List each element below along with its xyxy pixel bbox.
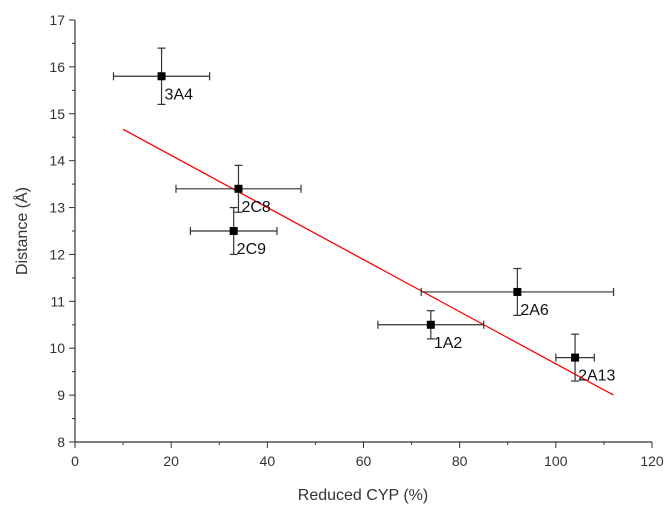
data-point <box>571 353 580 362</box>
data-point-label: 3A4 <box>165 86 194 103</box>
data-point-label: 1A2 <box>434 335 463 352</box>
x-tick-label: 0 <box>71 453 79 469</box>
data-point-label: 2A13 <box>578 368 615 385</box>
y-tick-label: 15 <box>49 106 65 122</box>
y-tick-label: 16 <box>49 59 65 75</box>
x-tick-label: 80 <box>452 453 468 469</box>
data-point-label: 2C9 <box>237 241 266 258</box>
y-tick-label: 11 <box>50 293 65 309</box>
y-tick-label: 10 <box>49 340 65 356</box>
x-tick-label: 120 <box>640 453 664 469</box>
y-axis-title: Distance (Å) <box>12 187 31 275</box>
y-tick-label: 8 <box>57 434 65 450</box>
x-tick-label: 20 <box>163 453 179 469</box>
plot-area: 0 20 40 60 80 100 120 8 9 10 11 12 13 14 15 16 17 3A4 2C8 2… <box>49 12 663 469</box>
data-point <box>513 287 522 296</box>
y-tick-label: 14 <box>49 153 65 169</box>
fit-line <box>122 128 614 396</box>
data-point <box>157 72 166 81</box>
data-point-label: 2C8 <box>241 199 270 216</box>
data-point <box>229 227 238 235</box>
x-tick-label: 60 <box>356 453 372 469</box>
y-tick-label: 13 <box>49 200 65 216</box>
data-point <box>426 320 435 329</box>
data-point <box>234 184 243 193</box>
x-axis-title: Reduced CYP (%) <box>298 487 428 504</box>
y-tick-label: 12 <box>49 246 65 262</box>
x-tick-label: 100 <box>544 453 568 469</box>
y-tick-label: 17 <box>49 12 65 28</box>
x-tick-label: 40 <box>260 453 276 469</box>
y-tick-label: 9 <box>57 387 65 403</box>
data-point-label: 2A6 <box>520 302 549 319</box>
